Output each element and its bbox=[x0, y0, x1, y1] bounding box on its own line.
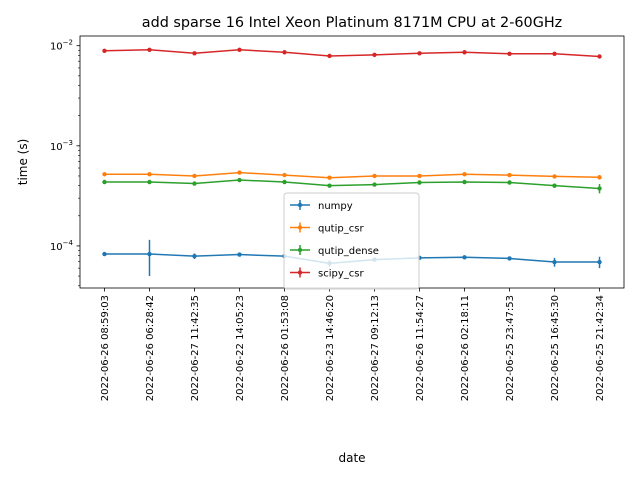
data-point bbox=[282, 172, 287, 178]
chart-title: add sparse 16 Intel Xeon Platinum 8171M … bbox=[142, 15, 562, 31]
data-point bbox=[102, 172, 107, 177]
data-point bbox=[147, 47, 152, 53]
x-tick-label: 2022-06-26 08:59:03 bbox=[100, 295, 111, 401]
legend-item: qutip_dense bbox=[290, 245, 379, 257]
series-line bbox=[104, 49, 600, 58]
data-point bbox=[147, 251, 152, 257]
x-tick-label: 2022-06-23 14:46:20 bbox=[325, 295, 336, 401]
legend-label: qutip_dense bbox=[318, 246, 379, 257]
data-point bbox=[237, 170, 242, 175]
data-point bbox=[507, 172, 512, 178]
data-point bbox=[507, 256, 512, 261]
data-point bbox=[417, 51, 422, 56]
series-line bbox=[104, 179, 600, 190]
legend-label: scipy_csr bbox=[318, 269, 364, 280]
y-tick-label: 10−3 bbox=[50, 139, 73, 153]
data-point bbox=[552, 174, 557, 179]
legend-label: numpy bbox=[318, 201, 353, 212]
x-tick-label: 2022-06-27 11:42:35 bbox=[190, 295, 201, 401]
legend-marker bbox=[297, 270, 303, 275]
x-tick-label: 2022-06-25 21:42:34 bbox=[595, 295, 606, 401]
data-point bbox=[102, 179, 107, 185]
x-axis-ticks: 2022-06-26 08:59:03 2022-06-26 06:28:42 20… bbox=[100, 288, 606, 401]
legend-marker bbox=[297, 247, 303, 253]
data-point bbox=[507, 51, 512, 57]
data-point bbox=[597, 259, 602, 265]
data-point bbox=[327, 183, 332, 188]
x-tick-label: 2022-06-25 16:45:30 bbox=[550, 295, 561, 401]
data-point bbox=[282, 179, 287, 185]
data-point bbox=[102, 251, 107, 257]
legend-marker bbox=[297, 225, 303, 230]
data-point bbox=[597, 54, 602, 59]
x-axis-label: date bbox=[338, 451, 365, 465]
legend-item: numpy bbox=[290, 200, 353, 212]
data-point bbox=[237, 252, 242, 257]
data-point bbox=[417, 180, 422, 185]
data-point bbox=[237, 47, 242, 53]
legend-label: qutip_csr bbox=[318, 224, 364, 235]
data-point bbox=[102, 48, 107, 53]
data-point bbox=[462, 50, 467, 55]
legend-item: qutip_csr bbox=[290, 222, 364, 235]
legend-marker bbox=[297, 202, 303, 208]
x-tick-label: 2022-06-26 11:54:27 bbox=[415, 295, 426, 401]
data-point bbox=[552, 51, 557, 57]
legend: numpy qutip_csr qutip_dense scipy_csr bbox=[283, 192, 420, 290]
series-qutip_dense bbox=[102, 177, 602, 194]
data-point bbox=[192, 51, 197, 56]
data-point bbox=[282, 50, 287, 55]
data-point bbox=[192, 173, 197, 179]
data-point bbox=[552, 259, 557, 265]
data-point bbox=[552, 183, 557, 188]
series-scipy_csr bbox=[102, 47, 602, 59]
x-tick-label: 2022-06-22 14:05:23 bbox=[235, 295, 246, 401]
series-qutip_csr bbox=[102, 170, 602, 180]
data-point bbox=[192, 181, 197, 186]
legend-box bbox=[283, 192, 420, 290]
data-point bbox=[147, 179, 152, 185]
data-point bbox=[597, 175, 602, 180]
data-point bbox=[372, 52, 377, 58]
data-point bbox=[327, 53, 332, 59]
legend-item: scipy_csr bbox=[290, 267, 364, 280]
plot-area bbox=[102, 47, 602, 277]
y-tick-label: 10−4 bbox=[50, 239, 74, 253]
x-tick-label: 2022-06-25 23:47:53 bbox=[505, 295, 516, 401]
series-line bbox=[104, 171, 600, 179]
data-point bbox=[237, 177, 242, 183]
data-point bbox=[462, 255, 467, 260]
x-tick-label: 2022-06-27 09:12:13 bbox=[370, 295, 381, 401]
x-tick-label: 2022-06-26 06:28:42 bbox=[145, 295, 156, 401]
data-point bbox=[372, 173, 377, 179]
x-tick-label: 2022-06-26 02:18:11 bbox=[460, 295, 471, 401]
data-point bbox=[462, 172, 467, 177]
data-point bbox=[417, 173, 422, 179]
data-point bbox=[327, 175, 332, 180]
x-tick-label: 2022-06-26 01:53:08 bbox=[280, 295, 291, 401]
data-point bbox=[192, 253, 197, 259]
y-axis-label: time (s) bbox=[16, 139, 30, 186]
data-point bbox=[462, 179, 467, 185]
data-point bbox=[147, 172, 152, 177]
data-point bbox=[597, 186, 602, 191]
data-point bbox=[507, 180, 512, 185]
y-tick-label: 10−2 bbox=[50, 39, 73, 53]
data-point bbox=[372, 182, 377, 187]
